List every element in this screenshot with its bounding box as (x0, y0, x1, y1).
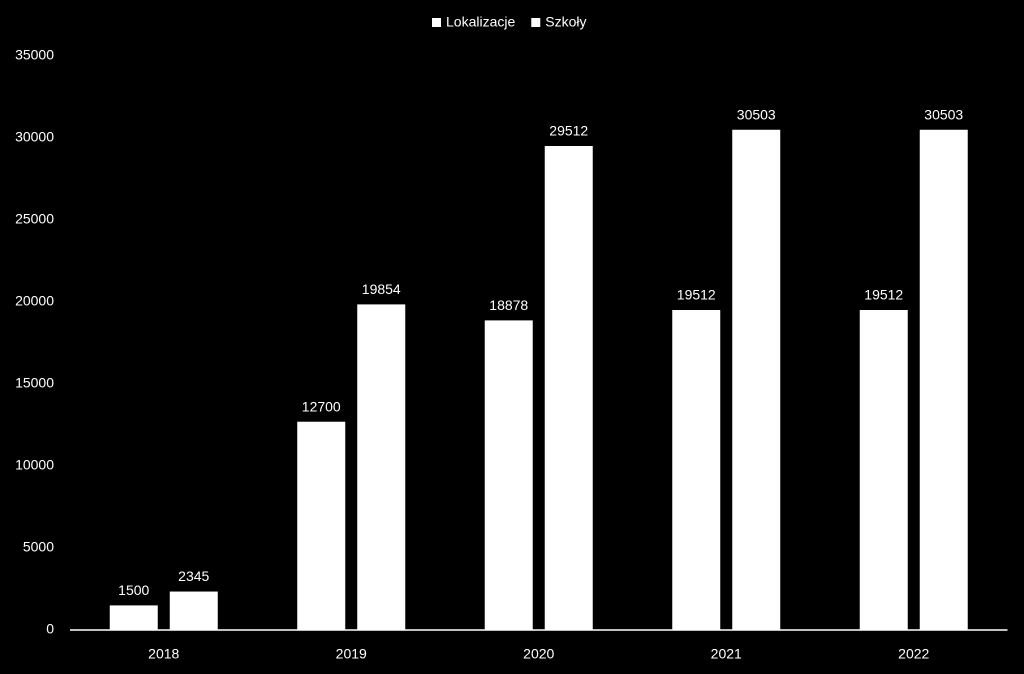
value-label: 12700 (302, 398, 341, 414)
x-tick-label: 2022 (898, 646, 929, 662)
bar (169, 591, 218, 630)
x-tick-label: 2020 (523, 646, 554, 662)
bar (484, 320, 533, 630)
y-tick-label: 20000 (15, 293, 54, 309)
y-tick-label: 15000 (15, 375, 54, 391)
legend-swatch (531, 18, 541, 27)
value-label: 19512 (864, 287, 903, 303)
value-label: 30503 (924, 106, 963, 122)
y-tick-label: 35000 (15, 47, 54, 63)
legend-swatch (432, 18, 441, 27)
x-tick-label: 2018 (148, 646, 179, 662)
bar (357, 304, 406, 630)
legend-label: Lokalizacje (446, 14, 515, 30)
value-label: 2345 (178, 568, 209, 584)
bar (544, 146, 593, 630)
y-tick-label: 25000 (15, 211, 54, 227)
value-label: 29512 (549, 123, 588, 139)
value-label: 19512 (677, 287, 716, 303)
bar (672, 310, 721, 630)
y-tick-label: 30000 (15, 129, 54, 145)
value-label: 30503 (737, 106, 776, 122)
bar (297, 421, 346, 630)
y-tick-label: 5000 (23, 539, 54, 555)
x-tick-label: 2021 (711, 646, 742, 662)
value-label: 18878 (489, 297, 528, 313)
legend-label: Szkoły (545, 14, 586, 30)
y-tick-label: 0 (46, 621, 54, 637)
value-label: 1500 (118, 582, 149, 598)
legend: Lokalizacje Szkoły (432, 14, 587, 30)
x-tick-label: 2019 (336, 646, 367, 662)
bar (109, 605, 158, 630)
bar (859, 310, 908, 630)
bar (732, 129, 781, 630)
y-tick-label: 10000 (15, 457, 54, 473)
bar (919, 129, 968, 630)
value-label: 19854 (362, 281, 401, 297)
